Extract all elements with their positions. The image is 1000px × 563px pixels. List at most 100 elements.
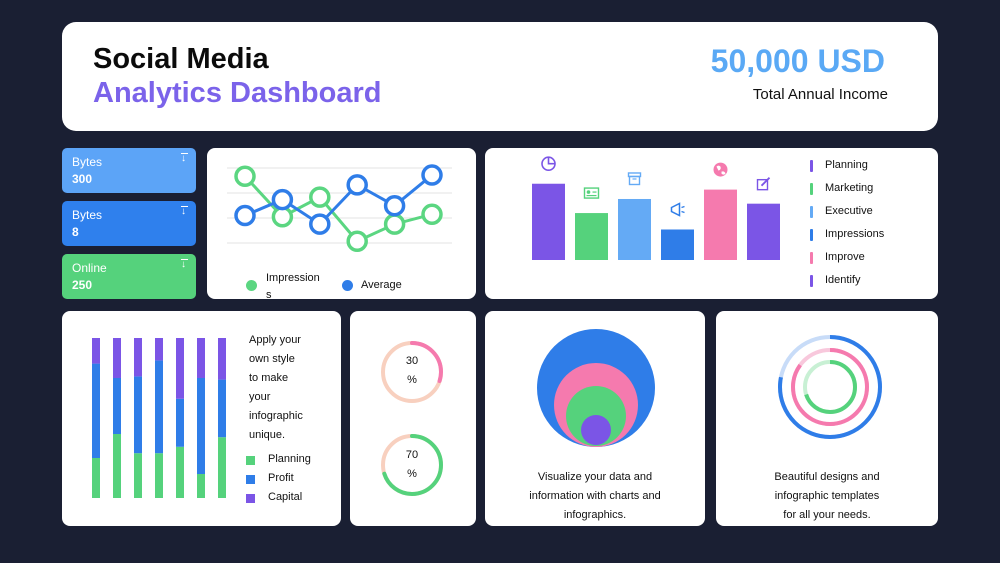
legend-square-profit: [246, 475, 255, 484]
data-point: [383, 213, 406, 235]
legend-label-capital: Capital: [268, 491, 303, 503]
stack-segment-capital: [197, 338, 205, 378]
bar: [618, 198, 651, 260]
legend-square-planning: [246, 456, 255, 465]
stack-segment-profit: [113, 378, 121, 434]
legend-marker: [810, 206, 813, 218]
download-arrow-icon[interactable]: ↓: [181, 153, 188, 164]
circle-inner: [581, 415, 611, 445]
download-arrow-icon[interactable]: ↓: [181, 206, 188, 217]
bar: [575, 213, 608, 260]
stack-segment-profit: [134, 376, 142, 454]
legend-square-capital: [246, 494, 255, 503]
legend-label-identify: Identify: [825, 274, 861, 286]
bar-chart: [532, 156, 780, 260]
donut-unit: %: [407, 468, 417, 480]
stat-label: Online: [72, 261, 107, 275]
stack-segment-capital: [155, 338, 163, 361]
archive-box-icon: [627, 172, 642, 186]
stack-segment-capital: [113, 338, 121, 378]
text-line: information with charts and: [529, 490, 661, 502]
legend-label-impressions: Impressions: [825, 228, 885, 240]
rings-chart: [778, 335, 882, 439]
donut-30-label: 30 %: [392, 352, 432, 390]
description-line: to make: [249, 372, 289, 384]
donut-card: 30 % 70 %: [350, 311, 476, 526]
stat-label: Bytes: [72, 208, 103, 222]
stack-segment-profit: [197, 378, 205, 474]
rings-card: Beautiful designs and infographic templa…: [716, 311, 938, 526]
data-point: [346, 230, 368, 253]
line-chart-card: Impression s Average: [207, 148, 476, 301]
line-chart: [227, 164, 452, 253]
description-line: unique.: [249, 429, 286, 441]
data-point: [271, 188, 294, 211]
legend-label-planning: Planning: [825, 159, 868, 171]
stat-card-bytes-8[interactable]: Bytes 8 ↓: [62, 201, 196, 246]
data-point: [309, 213, 331, 235]
stack-segment-planning: [155, 453, 163, 498]
data-point: [421, 203, 443, 226]
stack-segment-planning: [197, 474, 205, 498]
legend-label-executive: Executive: [825, 205, 873, 217]
rings-text: Beautiful designs and infographic templa…: [716, 468, 938, 525]
stat-value: 8: [72, 225, 79, 239]
income-label: Total Annual Income: [752, 86, 888, 103]
data-point: [346, 174, 368, 196]
income-value: 50,000 USD: [710, 43, 885, 79]
legend-dot-average: [342, 280, 353, 291]
ring-inner-progress: [803, 360, 857, 414]
stack-segment-planning: [218, 437, 226, 498]
dashboard-title-line2: Analytics Dashboard: [93, 77, 382, 109]
stack-segment-profit: [176, 398, 184, 447]
id-card-icon: [583, 187, 600, 199]
legend-dot-impressions: [246, 280, 257, 291]
pie-chart-icon: [541, 156, 556, 172]
nested-circles-text: Visualize your data and information with…: [485, 468, 705, 525]
stack-segment-profit: [92, 363, 100, 458]
description-line: infographic: [249, 410, 303, 422]
data-point: [309, 186, 331, 208]
megaphone-icon: [670, 202, 685, 217]
legend-label-impressions: Impression s: [266, 272, 320, 301]
data-point: [421, 164, 443, 186]
description-line: your: [249, 391, 271, 403]
legend-marker: [810, 275, 813, 287]
text-line: infographic templates: [774, 490, 880, 502]
stat-card-bytes-300[interactable]: Bytes 300 ↓: [62, 148, 196, 193]
stat-label: Bytes: [72, 155, 103, 169]
stack-segment-capital: [134, 338, 142, 377]
legend-label-profit: Profit: [268, 472, 294, 484]
donut-70-label: 70 %: [392, 446, 432, 484]
stack-segment-planning: [92, 458, 100, 498]
data-point: [234, 165, 256, 188]
stacked-bar-chart: [92, 338, 226, 498]
stat-card-online[interactable]: Online 250 ↓: [62, 254, 196, 299]
legend-marker: [810, 229, 813, 241]
nested-circles-chart: [537, 329, 655, 447]
donut-value: 70: [405, 449, 419, 461]
stack-segment-planning: [134, 453, 142, 498]
donut-progress: [381, 434, 443, 496]
stat-value: 250: [72, 278, 93, 292]
legend-marker: [810, 160, 813, 172]
description-line: own style: [249, 353, 295, 365]
text-line: Beautiful designs and: [774, 471, 880, 483]
stat-value: 300: [72, 172, 93, 186]
ring-outer-progress: [778, 335, 882, 439]
download-arrow-icon[interactable]: ↓: [181, 259, 188, 270]
text-line: for all your needs.: [783, 509, 871, 521]
stacked-chart-description: Apply your own style to make your infogr…: [249, 331, 303, 445]
bar: [532, 183, 565, 260]
legend-label-marketing: Marketing: [825, 182, 874, 194]
donut-value: 30: [405, 355, 419, 367]
nested-circles-card: Visualize your data and information with…: [485, 311, 705, 526]
stack-segment-capital: [218, 338, 226, 380]
data-point: [271, 205, 294, 228]
dashboard-title-line1: Social Media: [93, 43, 269, 75]
legend-marker: [810, 252, 813, 264]
data-point: [234, 204, 256, 227]
stack-segment-profit: [155, 360, 163, 454]
description-line: Apply your: [249, 334, 301, 346]
stack-segment-planning: [176, 446, 184, 498]
